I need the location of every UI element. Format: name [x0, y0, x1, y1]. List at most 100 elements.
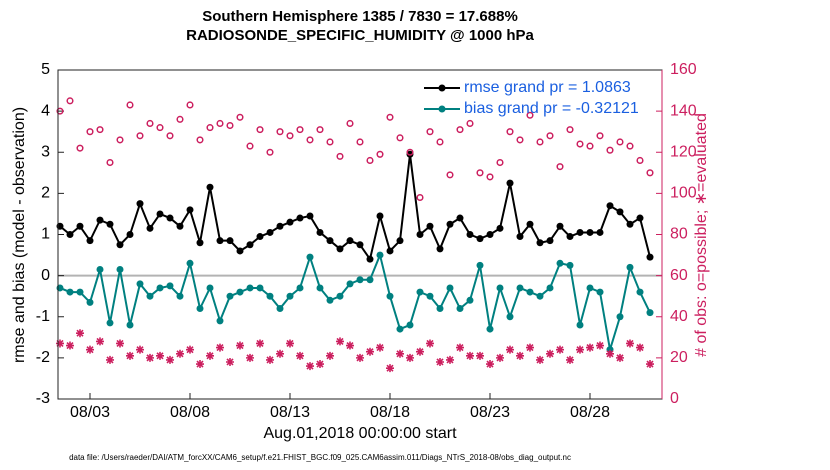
- point: [226, 292, 234, 300]
- point: [466, 296, 474, 304]
- point: [366, 276, 374, 284]
- point: [486, 231, 494, 238]
- point: [156, 351, 164, 360]
- point: [396, 134, 404, 142]
- chart-title: Southern Hemisphere 1385 / 7830 = 17.688…: [202, 8, 518, 25]
- point: [596, 341, 604, 350]
- point: [636, 343, 644, 352]
- y-tick-label: 3: [41, 143, 50, 160]
- point: [616, 313, 624, 321]
- point: [396, 349, 404, 358]
- point: [136, 132, 144, 140]
- point: [346, 341, 354, 350]
- point: [196, 239, 204, 247]
- point: [96, 216, 104, 224]
- point: [96, 126, 104, 134]
- point: [646, 309, 654, 317]
- point: [236, 113, 244, 121]
- point: [406, 148, 414, 156]
- point: [536, 355, 544, 364]
- point: [466, 231, 474, 238]
- point: [186, 345, 194, 354]
- point: [206, 284, 214, 292]
- point: [626, 220, 634, 228]
- point: [516, 351, 524, 360]
- point: [436, 305, 444, 313]
- point: [186, 206, 194, 214]
- point: [526, 111, 534, 119]
- point: [416, 347, 424, 356]
- point: [506, 128, 514, 136]
- point: [306, 136, 314, 144]
- chart-subtitle: RADIOSONDE_SPECIFIC_HUMIDITY @ 1000 hPa: [186, 27, 534, 44]
- x-tick-label: 08/18: [370, 404, 410, 421]
- point: [386, 364, 394, 373]
- point: [76, 222, 84, 230]
- point: [256, 284, 264, 292]
- point: [626, 263, 634, 271]
- point: [496, 284, 504, 292]
- point: [86, 345, 94, 354]
- point: [256, 339, 264, 348]
- point: [496, 158, 504, 167]
- point: [436, 357, 444, 366]
- point: [376, 150, 384, 158]
- point: [196, 136, 204, 144]
- point: [216, 119, 224, 128]
- point: [426, 128, 434, 136]
- point: [176, 292, 184, 300]
- point: [426, 292, 434, 300]
- point: [176, 115, 184, 123]
- point: [336, 292, 344, 300]
- point: [486, 325, 494, 333]
- point: [126, 351, 134, 360]
- point: [96, 265, 104, 273]
- point: [326, 351, 334, 360]
- point: [106, 355, 114, 364]
- point: [226, 237, 234, 245]
- point: [136, 200, 144, 208]
- point: [546, 284, 554, 292]
- point: [146, 224, 154, 232]
- point: [156, 210, 164, 218]
- point: [116, 241, 124, 249]
- point: [196, 360, 204, 369]
- point: [386, 247, 394, 255]
- point: [606, 202, 614, 210]
- point: [536, 292, 544, 300]
- point: [546, 349, 554, 358]
- point: [556, 345, 564, 354]
- point: [456, 343, 464, 352]
- point: [356, 353, 364, 362]
- point: [516, 233, 524, 241]
- point: [626, 339, 634, 348]
- point: [576, 345, 584, 354]
- point: [496, 353, 504, 362]
- point: [76, 329, 84, 338]
- point: [316, 284, 324, 292]
- point: [66, 97, 74, 105]
- point: [286, 132, 294, 140]
- y2-axis-label: # of obs: o=possible; ∗=evaluated: [693, 113, 710, 357]
- point: [166, 282, 174, 290]
- point: [566, 261, 574, 269]
- point: [376, 251, 384, 259]
- point: [606, 146, 614, 154]
- y-tick-label: 1: [41, 226, 50, 243]
- point: [86, 128, 94, 136]
- point: [266, 228, 274, 236]
- point: [416, 193, 424, 202]
- point: [266, 355, 274, 364]
- y2-tick-label: 40: [670, 308, 688, 325]
- point: [526, 220, 534, 228]
- point: [236, 288, 244, 296]
- point: [106, 319, 114, 327]
- point: [246, 241, 254, 249]
- point: [276, 305, 284, 313]
- point: [86, 237, 94, 245]
- point: [276, 349, 284, 358]
- point: [436, 245, 444, 253]
- point: [286, 292, 294, 300]
- point: [426, 339, 434, 348]
